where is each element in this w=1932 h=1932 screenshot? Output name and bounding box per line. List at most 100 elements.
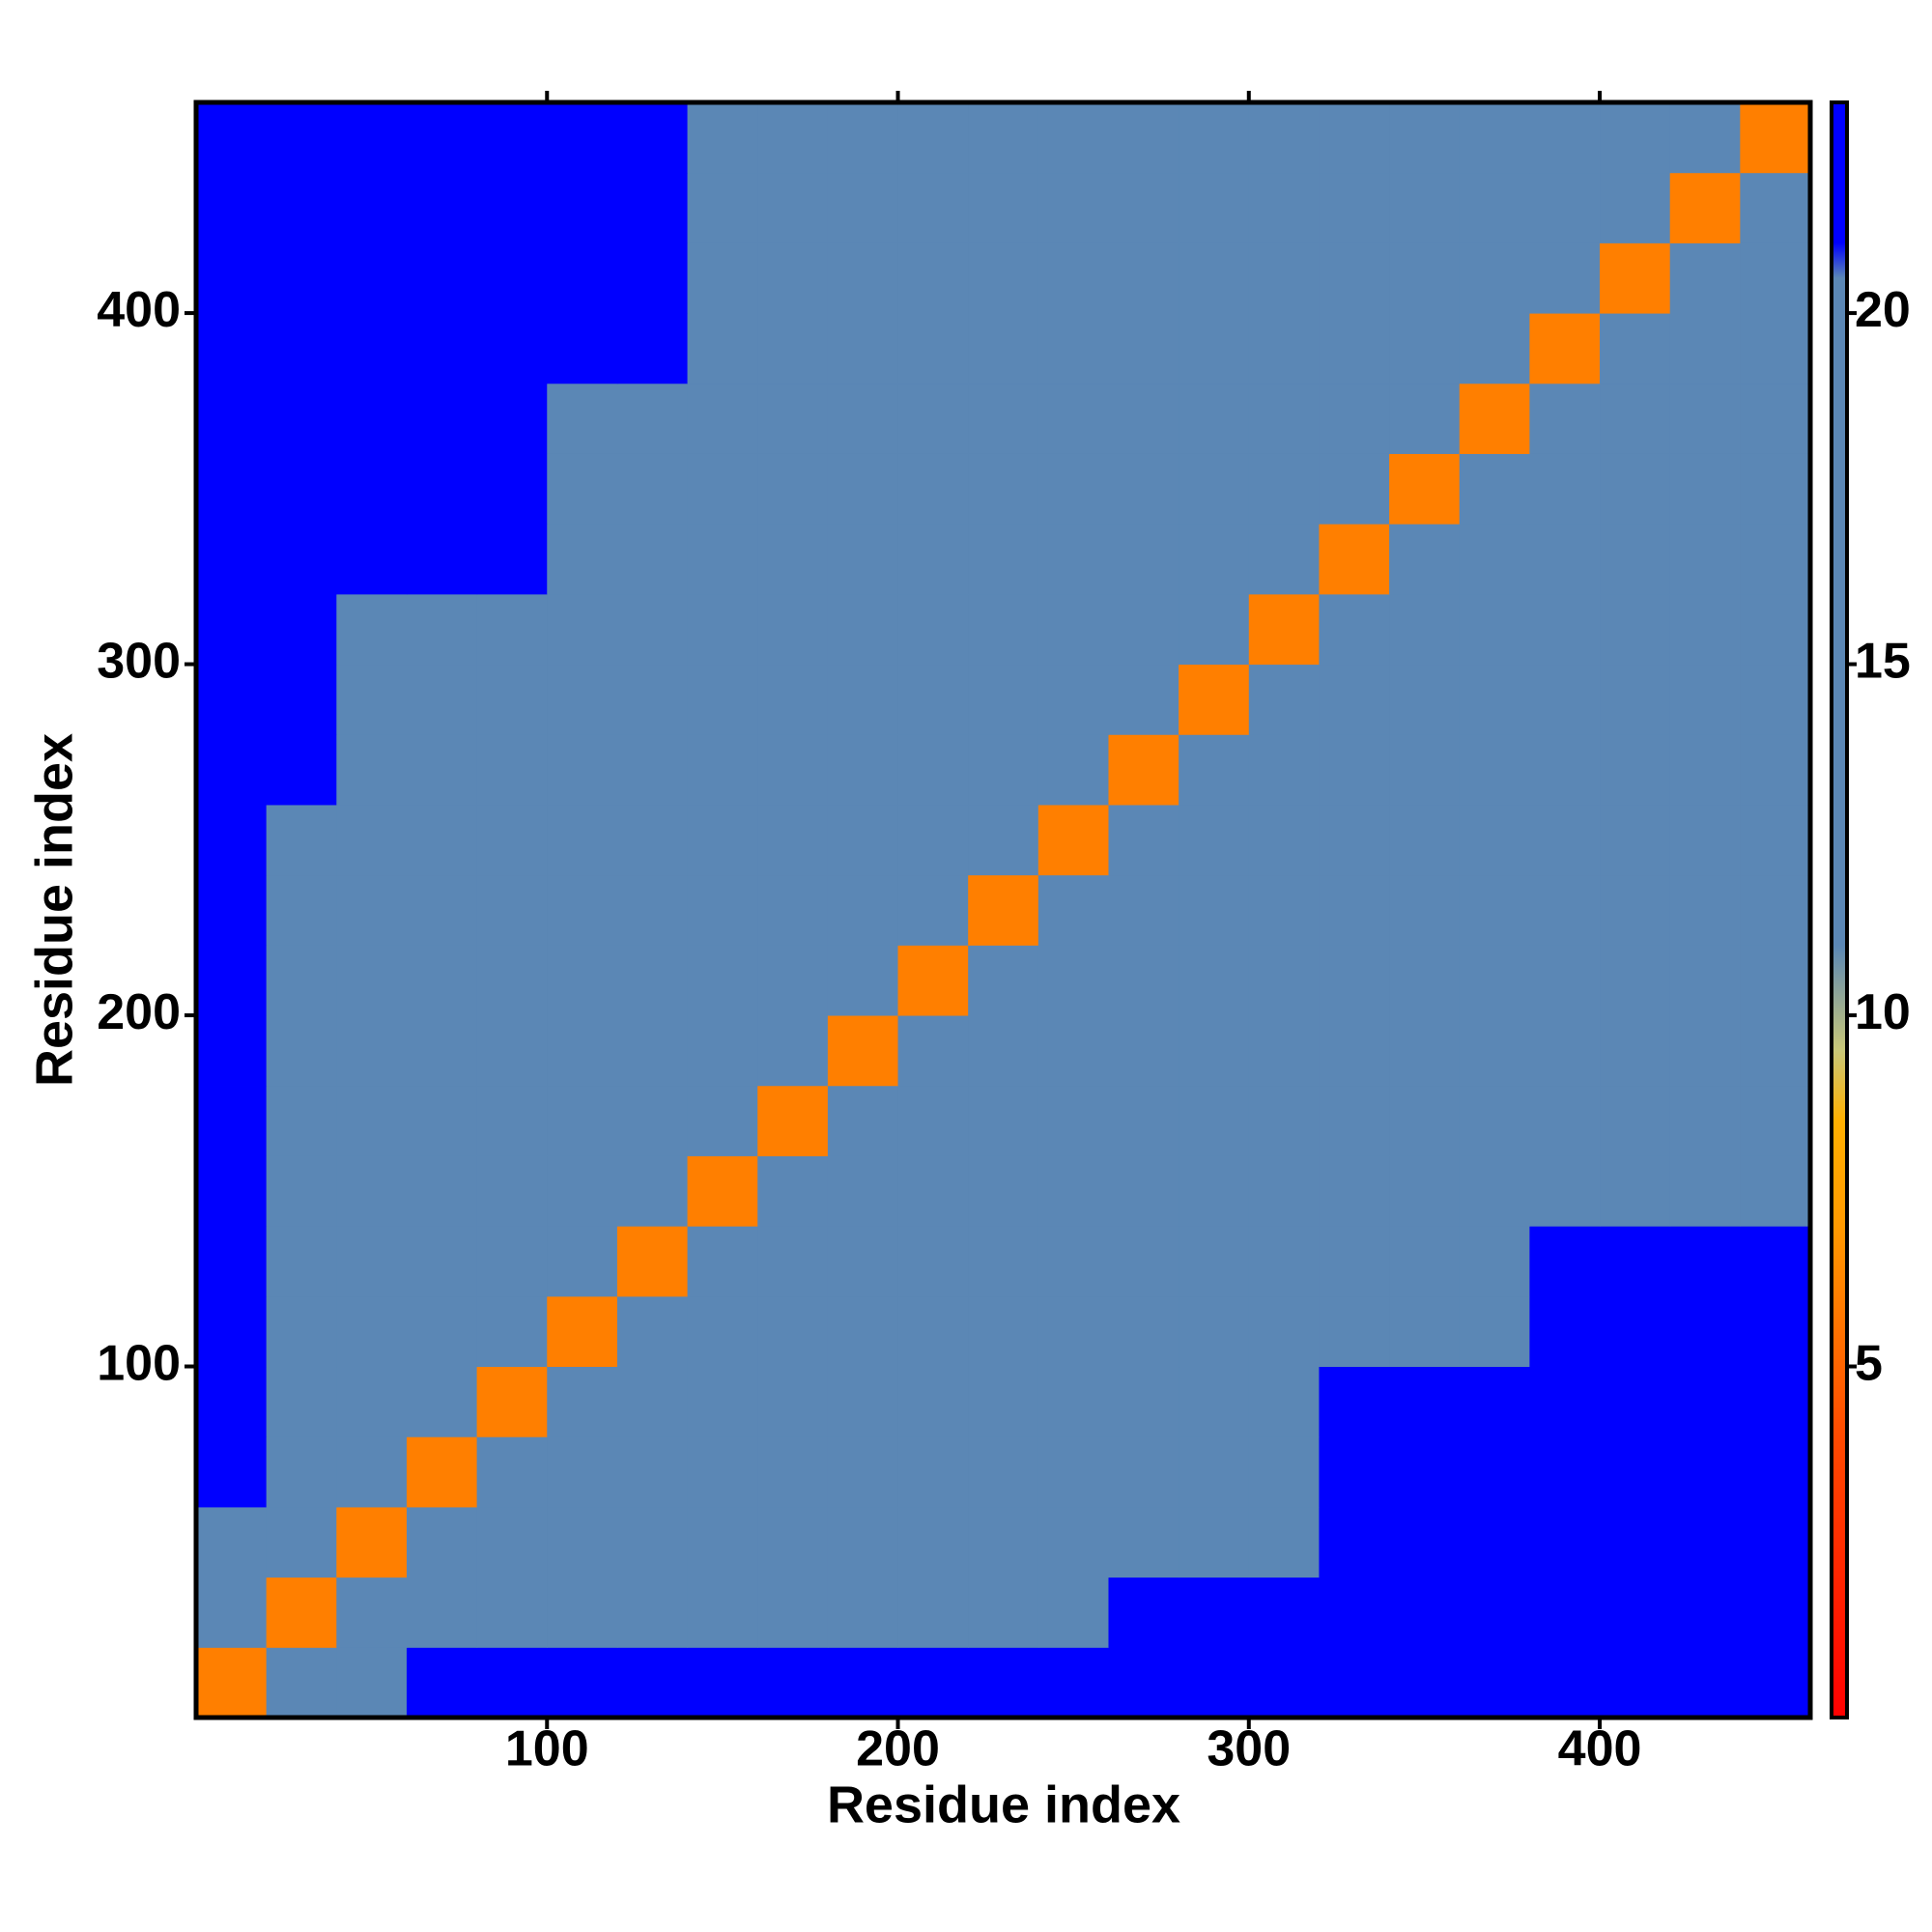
heatmap-cell (1248, 593, 1320, 666)
heatmap-cell (336, 734, 408, 806)
heatmap-cell (1740, 1436, 1811, 1508)
heatmap-cell (1179, 102, 1250, 174)
heatmap-cell (1319, 1295, 1390, 1368)
heatmap-cell (1248, 1577, 1320, 1648)
heatmap-cell (1319, 1577, 1390, 1648)
heatmap-cell (1529, 1436, 1601, 1508)
heatmap-cell (406, 1226, 478, 1297)
heatmap-cell (1529, 242, 1601, 314)
heatmap-cell (1669, 1366, 1741, 1437)
heatmap-cell (1319, 383, 1390, 454)
plot-frame (193, 99, 1813, 1720)
heatmap-cell (687, 102, 758, 174)
heatmap-cell (827, 1155, 899, 1227)
heatmap-cell (547, 102, 618, 174)
heatmap-cell (1037, 593, 1109, 666)
heatmap-cell (266, 945, 337, 1016)
heatmap-cell (827, 524, 899, 595)
heatmap-cell (687, 1577, 758, 1648)
heatmap-cell (1319, 1155, 1390, 1227)
heatmap-cell (1179, 172, 1250, 243)
heatmap-cell (1529, 804, 1601, 876)
heatmap-cell (1529, 1015, 1601, 1087)
heatmap-cell (827, 383, 899, 454)
heatmap-cell (968, 593, 1039, 666)
heatmap-cell (1740, 664, 1811, 735)
heatmap-cell (968, 524, 1039, 595)
heatmap-cell (687, 734, 758, 806)
heatmap-cell (1740, 1506, 1811, 1578)
heatmap-cell (616, 1085, 689, 1156)
heatmap-cell (1248, 945, 1320, 1016)
heatmap-cell (1037, 1506, 1109, 1578)
heatmap-cell (1179, 945, 1250, 1016)
heatmap-cell (336, 664, 408, 735)
heatmap-cell (476, 453, 548, 525)
heatmap-cell (476, 1155, 548, 1227)
heatmap-cell (336, 524, 408, 595)
heatmap-cell (968, 1506, 1039, 1578)
heatmap-cell (336, 1295, 408, 1368)
heatmap-cell (266, 1647, 337, 1719)
heatmap-cell (897, 945, 969, 1016)
heatmap-cell (757, 1226, 829, 1297)
heatmap-cell (1108, 1295, 1179, 1368)
heatmap-cell (1459, 734, 1530, 806)
heatmap-cell (616, 453, 689, 525)
heatmap-cell (897, 1155, 969, 1227)
heatmap-cell (1389, 734, 1461, 806)
heatmap-cell (266, 1366, 337, 1437)
heatmap-cell (1740, 1366, 1811, 1437)
heatmap-cell (196, 1577, 268, 1648)
heatmap-cell (1459, 1366, 1530, 1437)
heatmap-cell (827, 1436, 899, 1508)
heatmap-cell (687, 1226, 758, 1297)
heatmap-cell (1600, 1506, 1671, 1578)
heatmap-cell (1459, 593, 1530, 666)
heatmap-cell (1600, 945, 1671, 1016)
heatmap-cell (1389, 1015, 1461, 1087)
heatmap-cell (687, 1366, 758, 1437)
heatmap-cell (616, 874, 689, 946)
heatmap-cell (547, 242, 618, 314)
heatmap-cell (1389, 1366, 1461, 1437)
heatmap-cell (1108, 172, 1179, 243)
heatmap-cell (1319, 524, 1390, 595)
heatmap-cell (1319, 1436, 1390, 1508)
heatmap-cell (1740, 945, 1811, 1016)
heatmap-cell (827, 1506, 899, 1578)
heatmap-cell (1037, 1647, 1109, 1719)
heatmap-cell (196, 804, 268, 876)
heatmap-cell (1179, 1436, 1250, 1508)
heatmap-cell (1600, 1015, 1671, 1087)
x-tick-label: 200 (856, 1721, 940, 1777)
heatmap-cell (1389, 1577, 1461, 1648)
heatmap-cell (476, 1577, 548, 1648)
heatmap-cell (196, 945, 268, 1016)
heatmap-cell (196, 1436, 268, 1508)
heatmap-cell (827, 453, 899, 525)
heatmap-cell (1459, 1436, 1530, 1508)
heatmap-cell (1108, 1366, 1179, 1437)
heatmap-cell (406, 1506, 478, 1578)
heatmap-cell (968, 453, 1039, 525)
heatmap-cell (1389, 102, 1461, 174)
heatmap-cell (757, 1506, 829, 1578)
heatmap-cell (687, 804, 758, 876)
heatmap-cell (406, 1577, 478, 1648)
heatmap-cell (616, 593, 689, 666)
heatmap-cell (1600, 1366, 1671, 1437)
heatmap-cell (897, 1436, 969, 1508)
heatmap-cell (1389, 874, 1461, 946)
heatmap-cell (1529, 313, 1601, 384)
heatmap-cell (336, 242, 408, 314)
colorbar (1830, 100, 1849, 1719)
heatmap-cell (476, 1506, 548, 1578)
heatmap-cell (1037, 1366, 1109, 1437)
heatmap-cell (1669, 313, 1741, 384)
heatmap-cell (266, 664, 337, 735)
heatmap-cell (968, 1226, 1039, 1297)
heatmap-cell (1740, 734, 1811, 806)
heatmap-cell (687, 313, 758, 384)
heatmap-cell (897, 1577, 969, 1648)
